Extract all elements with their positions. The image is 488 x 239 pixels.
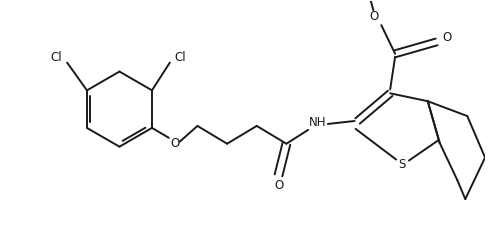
Text: O: O bbox=[274, 179, 283, 192]
Text: NH: NH bbox=[309, 116, 327, 130]
Text: Cl: Cl bbox=[50, 51, 62, 64]
Text: O: O bbox=[370, 10, 379, 23]
Text: S: S bbox=[398, 158, 406, 171]
Text: Cl: Cl bbox=[175, 51, 186, 64]
Text: O: O bbox=[442, 32, 451, 44]
Text: O: O bbox=[170, 137, 180, 150]
